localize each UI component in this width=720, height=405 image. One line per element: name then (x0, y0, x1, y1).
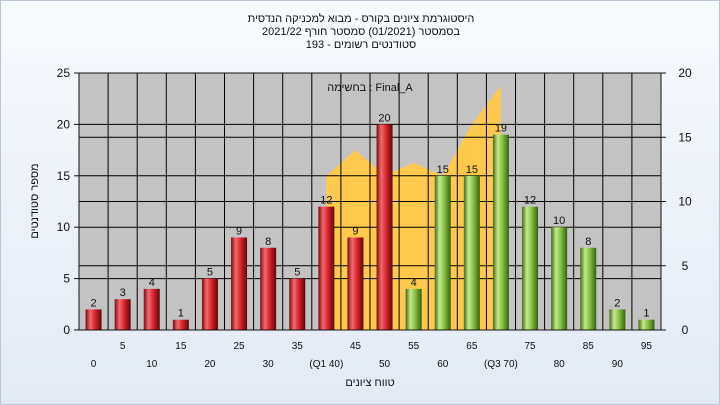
bar-55 (405, 288, 422, 330)
x-tick-label-40: (Q1 40) (309, 359, 343, 370)
y2-tick-label-15: 15 (678, 130, 692, 144)
bar-80 (551, 227, 568, 330)
data-label-5: 3 (120, 287, 126, 299)
bar-35 (289, 278, 306, 330)
data-label-0: 2 (90, 297, 96, 309)
y-tick-label-20: 20 (57, 117, 71, 131)
data-label-95: 1 (643, 308, 649, 320)
data-label-40: 12 (320, 195, 332, 207)
x-tick-label-95: 95 (641, 341, 653, 352)
y-axis-label: מספר סטודנטים (29, 163, 41, 238)
x-axis-label: טווח ציונים (345, 377, 394, 389)
bar-20 (201, 278, 218, 330)
bar-50 (376, 124, 393, 331)
data-label-25: 9 (236, 225, 242, 237)
data-label-30: 8 (265, 236, 271, 248)
x-tick-label-65: 65 (466, 341, 478, 352)
bar-70 (492, 134, 509, 330)
bar-75 (522, 206, 539, 330)
bar-95 (638, 319, 655, 330)
bar-40 (318, 206, 335, 330)
x-tick-label-30: 30 (263, 359, 275, 370)
bar-30 (260, 247, 277, 330)
x-tick-label-80: 80 (554, 359, 566, 370)
x-tick-label-10: 10 (146, 359, 158, 370)
y2-tick-label-5: 5 (682, 259, 689, 273)
x-tick-label-0: 0 (91, 359, 97, 370)
bar-5 (114, 299, 131, 330)
bar-85 (580, 247, 597, 330)
data-label-20: 5 (207, 267, 213, 279)
data-label-10: 4 (149, 277, 155, 289)
data-label-45: 9 (352, 225, 358, 237)
x-tick-label-50: 50 (379, 359, 391, 370)
data-label-50: 20 (378, 112, 390, 124)
bar-10 (143, 288, 160, 330)
chart-title-line-1: היסטוגרמת ציונים בקורס - מבוא למכניקה הנ… (248, 12, 475, 25)
y-tick-label-25: 25 (57, 66, 71, 80)
x-tick-label-55: 55 (408, 341, 420, 352)
x-tick-label-25: 25 (233, 341, 245, 352)
x-tick-label-75: 75 (524, 341, 536, 352)
data-label-35: 5 (294, 267, 300, 279)
x-tick-label-90: 90 (612, 359, 624, 370)
bar-45 (347, 237, 364, 330)
x-tick-label-85: 85 (583, 341, 595, 352)
x-tick-label-60: 60 (437, 359, 449, 370)
data-label-75: 12 (524, 195, 536, 207)
y-tick-label-15: 15 (57, 169, 71, 183)
data-label-60: 15 (437, 164, 449, 176)
bar-60 (434, 175, 451, 330)
data-label-90: 2 (614, 297, 620, 309)
x-tick-label-70: (Q3 70) (484, 359, 518, 370)
data-label-70: 19 (495, 123, 507, 135)
x-tick-label-20: 20 (204, 359, 216, 370)
bar-65 (463, 175, 480, 330)
data-label-65: 15 (466, 164, 478, 176)
x-tick-label-5: 5 (120, 341, 126, 352)
x-tick-label-35: 35 (292, 341, 304, 352)
bar-90 (609, 309, 626, 330)
data-label-85: 8 (585, 236, 591, 248)
chart-annotation: בחשימה : Final_A (327, 82, 413, 94)
chart-title-line-2: בסמסטר (01/2021) סמסטר חורף 2021/22 (262, 26, 460, 38)
y2-tick-label-0: 0 (682, 323, 689, 337)
data-label-80: 10 (553, 215, 565, 227)
x-tick-label-15: 15 (175, 341, 187, 352)
y-tick-label-10: 10 (57, 220, 71, 234)
data-label-15: 1 (178, 308, 184, 320)
y-tick-label-0: 0 (63, 323, 70, 337)
bar-0 (85, 309, 102, 330)
y2-tick-label-10: 10 (678, 195, 692, 209)
data-label-55: 4 (411, 277, 417, 289)
chart-title-line-3: סטודנטים רשומים - 193 (306, 39, 417, 51)
x-tick-label-45: 45 (350, 341, 362, 352)
y-tick-label-5: 5 (63, 272, 70, 286)
bar-25 (231, 237, 248, 330)
y2-tick-label-20: 20 (678, 66, 692, 80)
bar-15 (172, 319, 189, 330)
